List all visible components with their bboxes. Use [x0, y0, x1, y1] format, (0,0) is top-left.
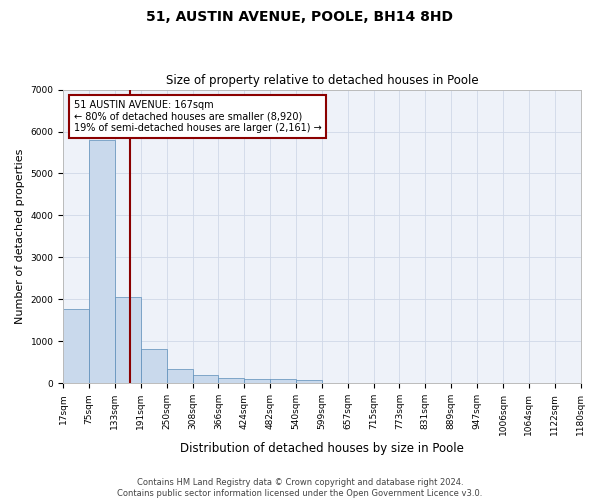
Bar	[244, 379, 270, 383]
Text: 51 AUSTIN AVENUE: 167sqm
← 80% of detached houses are smaller (8,920)
19% of sem: 51 AUSTIN AVENUE: 167sqm ← 80% of detach…	[74, 100, 322, 133]
Bar	[193, 376, 218, 383]
Bar	[140, 349, 167, 383]
Bar	[218, 378, 244, 383]
Bar	[63, 308, 89, 383]
Bar	[89, 140, 115, 383]
Bar	[296, 380, 322, 383]
Y-axis label: Number of detached properties: Number of detached properties	[15, 148, 25, 324]
Bar	[270, 379, 296, 383]
Bar	[167, 369, 193, 383]
Title: Size of property relative to detached houses in Poole: Size of property relative to detached ho…	[166, 74, 478, 87]
Text: Contains HM Land Registry data © Crown copyright and database right 2024.
Contai: Contains HM Land Registry data © Crown c…	[118, 478, 482, 498]
X-axis label: Distribution of detached houses by size in Poole: Distribution of detached houses by size …	[180, 442, 464, 455]
Bar	[115, 297, 140, 383]
Text: 51, AUSTIN AVENUE, POOLE, BH14 8HD: 51, AUSTIN AVENUE, POOLE, BH14 8HD	[146, 10, 454, 24]
